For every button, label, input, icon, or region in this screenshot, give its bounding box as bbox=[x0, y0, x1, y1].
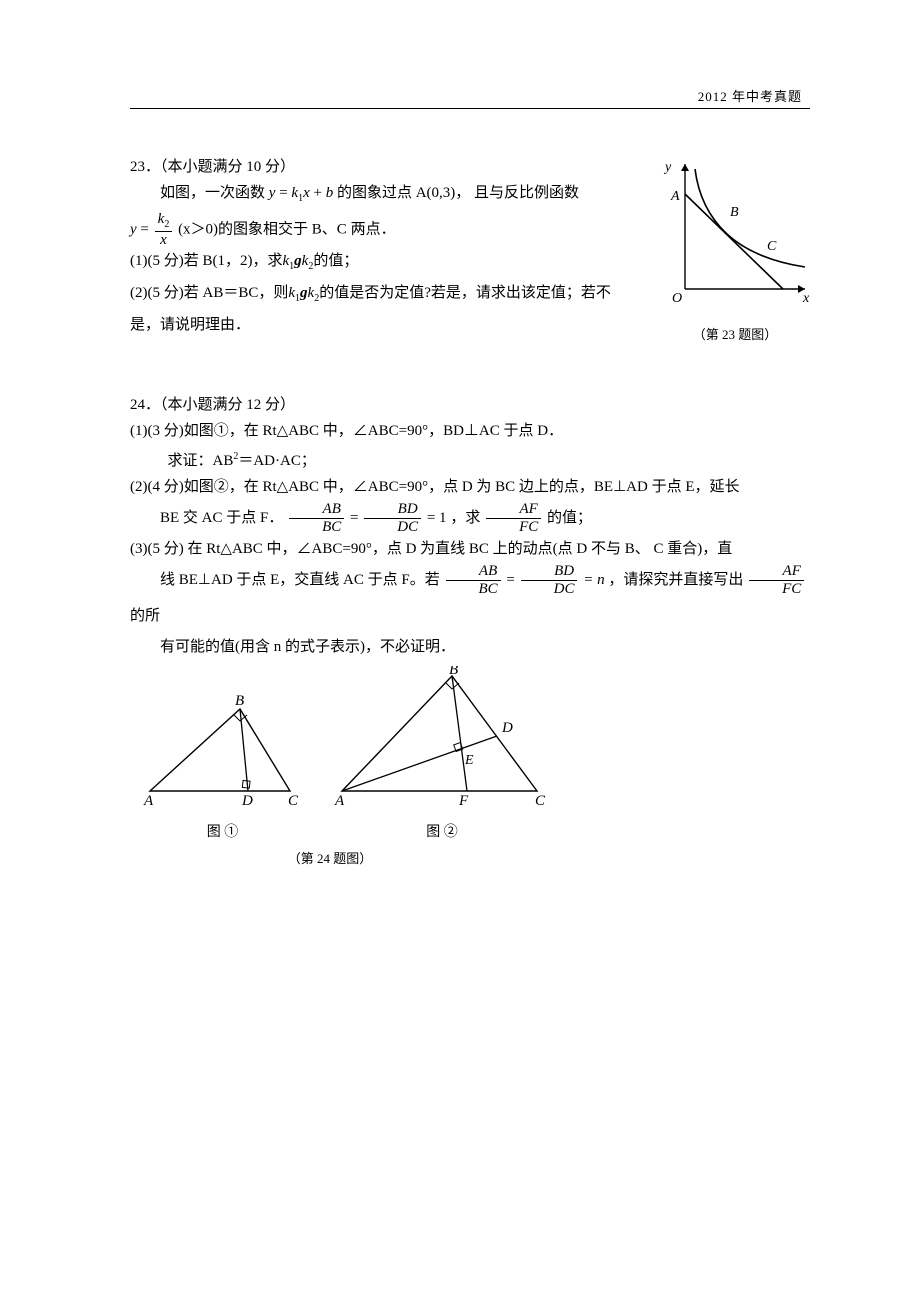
header-rule bbox=[130, 108, 810, 109]
ptA: A bbox=[670, 189, 680, 204]
t: 如图，一次函数 bbox=[160, 185, 269, 201]
q23-title: 23．（本小题满分 10 分） bbox=[130, 154, 620, 180]
plus: + bbox=[310, 185, 326, 201]
q24-p3b: 线 BE⊥AD 于点 E，交直线 AC 于点 F。若 ABBC = BDDC =… bbox=[130, 562, 810, 634]
q24-p2b: BE 交 AC 于点 F． ABBC = BDDC = 1 ，求 AFFC 的值… bbox=[130, 500, 810, 536]
t: 的图象过点 A(0,3)， 且与反比例函数 bbox=[337, 185, 579, 201]
d: FC bbox=[486, 518, 541, 535]
eq1: = 1 bbox=[427, 510, 447, 526]
frac-AF-FC: AFFC bbox=[486, 502, 541, 535]
t: 求证：AB bbox=[168, 453, 234, 469]
n: AB bbox=[289, 502, 344, 518]
figure-23-svg: x y O A B C bbox=[655, 154, 815, 309]
n: BD bbox=[364, 502, 421, 518]
E: E bbox=[464, 753, 474, 768]
d: DC bbox=[521, 580, 578, 597]
t: ，求 bbox=[450, 510, 480, 526]
q23-part1: (1)(5 分)若 B(1，2)，求k1gk2的值； bbox=[130, 248, 620, 280]
frac-AF-FC2: AFFC bbox=[749, 564, 804, 597]
t: 的值是否为定值?若是，请求出该定值；若不 bbox=[319, 285, 611, 301]
origin-label: O bbox=[672, 291, 682, 306]
q24-p1a: (1)(3 分)如图①，在 Rt△ABC 中，∠ABC=90°，BD⊥AC 于点… bbox=[130, 418, 810, 444]
t: (2)(5 分)若 AB＝BC，则 bbox=[130, 285, 288, 301]
A: A bbox=[143, 793, 154, 809]
q23-part2b: 是，请说明理由． bbox=[130, 312, 620, 338]
n: AB bbox=[446, 564, 501, 580]
C: C bbox=[288, 793, 299, 809]
t: 的所 bbox=[130, 608, 160, 624]
page: 2012 年中考真题 23．（本小题满分 10 分） 如图，一次函数 y = k… bbox=[0, 0, 920, 1302]
sub2: 2 bbox=[164, 219, 169, 230]
q23-intro-line2: y = k2x (x＞0)的图象相交于 B、C 两点． bbox=[130, 212, 620, 248]
question-24: 24．（本小题满分 12 分） (1)(3 分)如图①，在 Rt△ABC 中，∠… bbox=[130, 392, 810, 872]
n: AF bbox=[749, 564, 804, 580]
D: D bbox=[501, 720, 513, 736]
question-23: 23．（本小题满分 10 分） 如图，一次函数 y = k1x + b 的图象过… bbox=[130, 154, 810, 338]
frac-BD-DC2: BDDC bbox=[521, 564, 578, 597]
n: BD bbox=[521, 564, 578, 580]
t: (1)(5 分)若 B(1，2)，求 bbox=[130, 253, 282, 269]
d: BC bbox=[289, 518, 344, 535]
ptC: C bbox=[767, 239, 777, 254]
q24-p2a: (2)(4 分)如图②，在 Rt△ABC 中，∠ABC=90°，点 D 为 BC… bbox=[130, 474, 810, 500]
t: 线 BE⊥AD 于点 E，交直线 AC 于点 F。若 bbox=[160, 572, 440, 588]
fig2-label: 图 ② bbox=[327, 820, 557, 846]
frac-BD-DC: BDDC bbox=[364, 502, 421, 535]
figure-24-2-svg: A B C D E F bbox=[327, 666, 557, 811]
math-b: b bbox=[326, 185, 334, 201]
t: ，请探究并直接写出 bbox=[608, 572, 743, 588]
B: B bbox=[449, 666, 458, 678]
d: BC bbox=[446, 580, 501, 597]
frac-k2x: k2x bbox=[155, 212, 173, 248]
math-x: x bbox=[303, 185, 310, 201]
q24-num: 24． bbox=[130, 397, 160, 413]
q24-p3c: 有可能的值(用含 n 的式子表示)，不必证明． bbox=[130, 634, 810, 660]
frac-AB-BC: ABBC bbox=[289, 502, 344, 535]
frac-AB-BC2: ABBC bbox=[446, 564, 501, 597]
q24-figures: A B C D 图 ① bbox=[130, 666, 810, 846]
A: A bbox=[334, 793, 345, 809]
t: ＝AD·AC； bbox=[238, 453, 316, 469]
figure-24-1-svg: A B C D bbox=[130, 691, 315, 811]
figure-24-2: A B C D E F 图 ② bbox=[327, 666, 557, 846]
g: g bbox=[294, 253, 302, 269]
k: k bbox=[288, 285, 295, 301]
q24-p3a: (3)(5 分) 在 Rt△ABC 中，∠ABC=90°，点 D 为直线 BC … bbox=[130, 536, 810, 562]
figure-24-1: A B C D 图 ① bbox=[130, 691, 315, 846]
d: DC bbox=[364, 518, 421, 535]
n: AF bbox=[486, 502, 541, 518]
eq: = bbox=[275, 185, 291, 201]
figure-23-caption: （第 23 题图） bbox=[650, 322, 820, 348]
t: BE 交 AC 于点 F． bbox=[160, 510, 283, 526]
ptB: B bbox=[730, 205, 739, 220]
C: C bbox=[535, 793, 546, 809]
q23-part2a: (2)(5 分)若 AB＝BC，则k1gk2的值是否为定值?若是，请求出该定值；… bbox=[130, 280, 620, 312]
q24-title-text: （本小题满分 12 分） bbox=[160, 397, 295, 413]
figure-24-caption: （第 24 题图） bbox=[130, 846, 530, 872]
fig1-label: 图 ① bbox=[130, 820, 315, 846]
d: FC bbox=[749, 580, 804, 597]
content: 23．（本小题满分 10 分） 如图，一次函数 y = k1x + b 的图象过… bbox=[130, 154, 810, 900]
figure-23: x y O A B C （第 23 题图） bbox=[650, 154, 820, 348]
F: F bbox=[458, 793, 469, 809]
g: g bbox=[300, 285, 308, 301]
t: 的值； bbox=[313, 253, 358, 269]
eq: = bbox=[137, 221, 153, 237]
axis-x-label: x bbox=[802, 291, 810, 306]
q23-title-text: （本小题满分 10 分） bbox=[160, 159, 295, 175]
header-text: 2012 年中考真题 bbox=[698, 86, 802, 105]
D: D bbox=[241, 793, 253, 809]
q23-num: 23． bbox=[130, 159, 160, 175]
y: y bbox=[130, 221, 137, 237]
q24-p1b: 求证：AB2＝AD·AC； bbox=[130, 444, 810, 474]
eqn: = n bbox=[583, 572, 608, 588]
axis-y-label: y bbox=[663, 160, 672, 175]
t: (x＞0)的图象相交于 B、C 两点． bbox=[178, 221, 396, 237]
t: 的值； bbox=[547, 510, 592, 526]
q24-title: 24．（本小题满分 12 分） bbox=[130, 392, 810, 418]
den-x: x bbox=[155, 231, 173, 248]
q23-intro-line1: 如图，一次函数 y = k1x + b 的图象过点 A(0,3)， 且与反比例函… bbox=[130, 180, 620, 212]
B: B bbox=[235, 693, 244, 709]
q23-body: 23．（本小题满分 10 分） 如图，一次函数 y = k1x + b 的图象过… bbox=[130, 154, 620, 338]
